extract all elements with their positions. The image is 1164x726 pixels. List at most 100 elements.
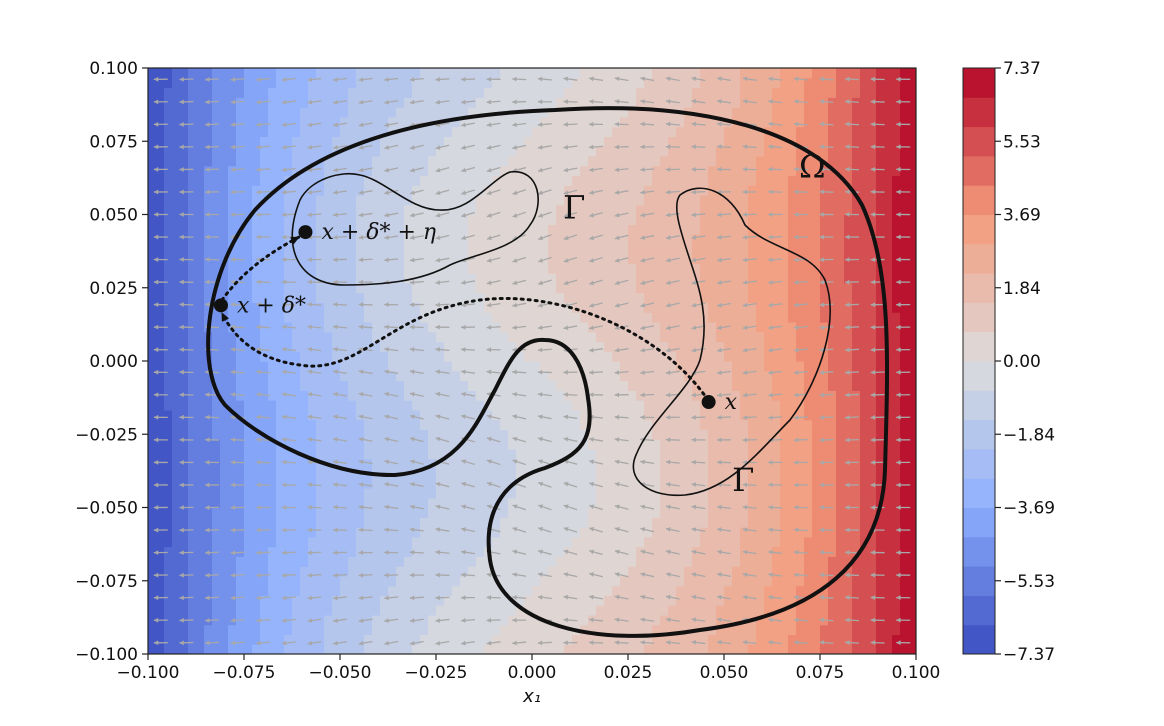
heat-cell bbox=[508, 292, 517, 303]
heat-cell bbox=[404, 321, 413, 333]
heat-cell bbox=[724, 302, 733, 313]
heat-cell bbox=[244, 536, 253, 548]
heat-cell bbox=[596, 409, 605, 421]
heat-cell bbox=[564, 400, 573, 411]
heat-cell bbox=[724, 536, 733, 548]
heat-cell bbox=[732, 146, 741, 157]
heat-cell bbox=[316, 370, 325, 382]
heat-cell bbox=[692, 331, 701, 343]
heat-cell bbox=[364, 566, 373, 577]
heatmap-fill bbox=[148, 68, 916, 654]
heat-cell bbox=[196, 468, 205, 479]
heat-cell bbox=[420, 624, 429, 636]
heat-cell bbox=[556, 243, 565, 255]
heat-cell bbox=[516, 644, 525, 654]
heat-cell bbox=[324, 546, 333, 557]
heat-cell bbox=[204, 175, 213, 186]
heat-cell bbox=[300, 527, 309, 538]
heat-cell bbox=[572, 634, 581, 645]
heat-cell bbox=[196, 77, 205, 89]
heat-cell bbox=[524, 409, 533, 421]
heat-cell bbox=[684, 556, 693, 567]
heat-cell bbox=[500, 155, 509, 167]
heat-cell bbox=[340, 253, 349, 264]
heat-cell bbox=[164, 321, 173, 333]
heat-cell bbox=[724, 507, 733, 518]
heat-cell bbox=[156, 400, 165, 411]
heat-cell bbox=[804, 478, 813, 489]
heat-cell bbox=[492, 68, 501, 79]
heat-cell bbox=[428, 175, 437, 186]
heat-cell bbox=[532, 487, 541, 499]
heat-cell bbox=[788, 409, 797, 421]
heat-cell bbox=[180, 282, 189, 294]
heat-cell bbox=[620, 175, 629, 186]
heat-cell bbox=[612, 97, 621, 108]
heat-cell bbox=[252, 400, 261, 411]
heat-cell bbox=[452, 546, 461, 557]
heat-cell bbox=[380, 536, 389, 548]
heat-cell bbox=[484, 282, 493, 294]
heat-cell bbox=[596, 243, 605, 255]
heat-cell bbox=[572, 546, 581, 557]
heat-cell bbox=[164, 517, 173, 528]
heat-cell bbox=[628, 253, 637, 264]
heat-cell bbox=[596, 419, 605, 430]
heat-cell bbox=[252, 419, 261, 430]
heat-cell bbox=[428, 390, 437, 401]
heat-cell bbox=[276, 400, 285, 411]
heat-cell bbox=[524, 263, 533, 274]
heat-cell bbox=[284, 185, 293, 196]
heat-cell bbox=[404, 136, 413, 147]
heat-cell bbox=[556, 419, 565, 430]
heat-cell bbox=[412, 194, 421, 206]
heat-cell bbox=[212, 566, 221, 577]
heat-cell bbox=[804, 175, 813, 186]
heat-cell bbox=[348, 194, 357, 206]
heat-cell bbox=[516, 312, 525, 323]
heat-cell bbox=[188, 624, 197, 636]
heat-cell bbox=[316, 566, 325, 577]
heat-cell bbox=[708, 273, 717, 284]
heat-cell bbox=[644, 185, 653, 196]
heat-cell bbox=[404, 536, 413, 548]
heat-cell bbox=[708, 165, 717, 177]
heat-cell bbox=[564, 282, 573, 294]
heat-cell bbox=[500, 419, 509, 430]
heat-cell bbox=[780, 234, 789, 245]
heat-cell bbox=[420, 77, 429, 89]
heat-cell bbox=[148, 185, 157, 196]
heat-cell bbox=[676, 253, 685, 264]
heat-cell bbox=[788, 556, 797, 567]
heat-cell bbox=[668, 409, 677, 421]
heat-cell bbox=[380, 527, 389, 538]
heat-cell bbox=[756, 380, 765, 391]
heat-cell bbox=[172, 263, 181, 274]
heat-cell bbox=[628, 234, 637, 245]
heat-cell bbox=[252, 497, 261, 509]
heat-cell bbox=[780, 175, 789, 186]
heat-cell bbox=[580, 146, 589, 157]
heat-cell bbox=[316, 448, 325, 460]
heat-cell bbox=[452, 243, 461, 255]
heat-cell bbox=[700, 595, 709, 606]
heat-cell bbox=[220, 566, 229, 577]
heat-cell bbox=[756, 292, 765, 303]
heat-cell bbox=[388, 585, 397, 596]
heat-cell bbox=[548, 566, 557, 577]
heat-cell bbox=[356, 644, 365, 654]
heat-cell bbox=[708, 321, 717, 333]
heat-cell bbox=[420, 165, 429, 177]
heat-cell bbox=[724, 224, 733, 235]
heat-cell bbox=[628, 536, 637, 548]
heat-cell bbox=[268, 97, 277, 108]
heat-cell bbox=[676, 429, 685, 440]
heat-cell bbox=[620, 507, 629, 518]
heat-cell bbox=[340, 292, 349, 303]
heat-cell bbox=[740, 595, 749, 606]
heat-cell bbox=[444, 214, 453, 225]
heat-cell bbox=[340, 77, 349, 89]
heat-cell bbox=[628, 68, 637, 79]
heat-cell bbox=[508, 243, 517, 255]
heat-cell bbox=[492, 331, 501, 343]
